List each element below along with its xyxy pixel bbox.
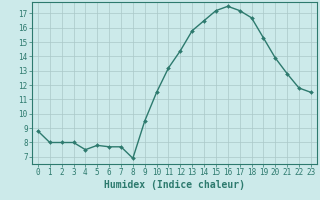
X-axis label: Humidex (Indice chaleur): Humidex (Indice chaleur)	[104, 180, 245, 190]
